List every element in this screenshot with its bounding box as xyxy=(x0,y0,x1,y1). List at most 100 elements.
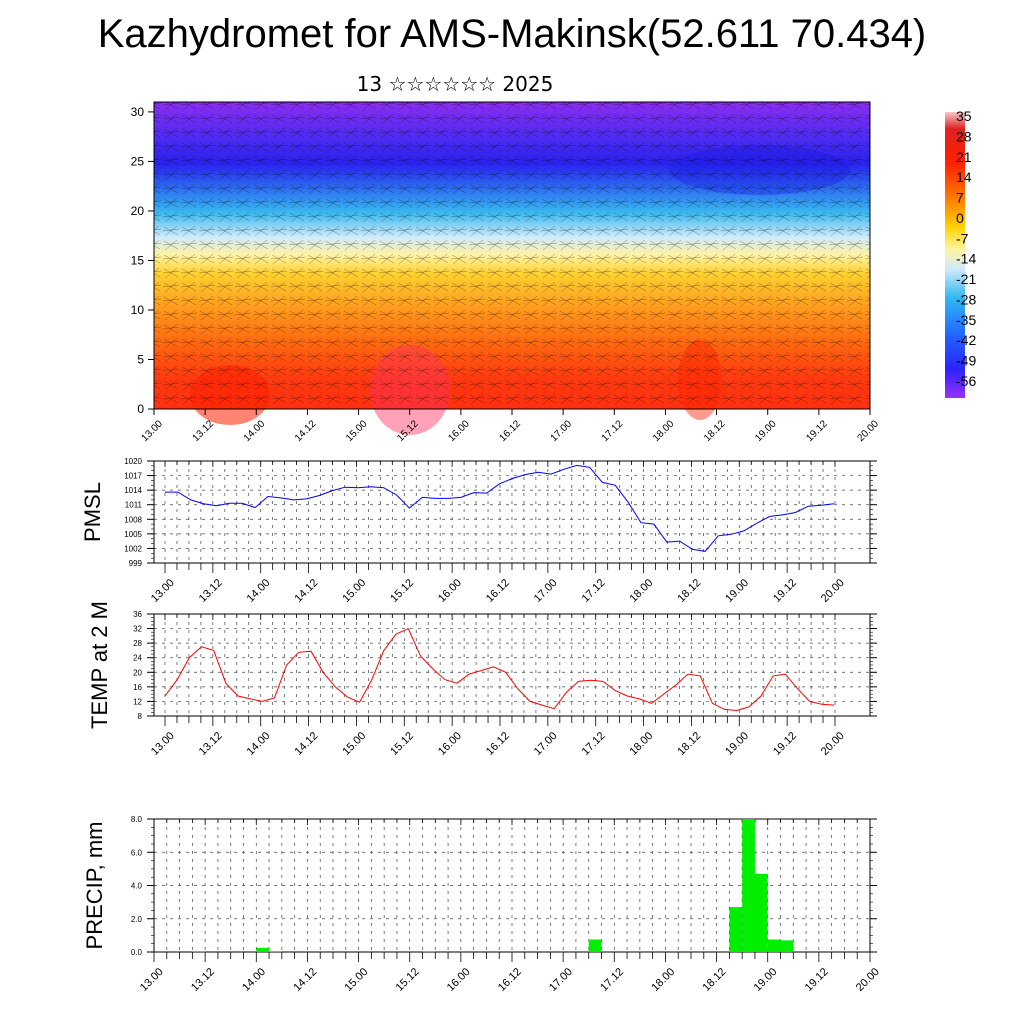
colorbar-label: -7 xyxy=(956,230,969,246)
series-line xyxy=(165,464,835,552)
precip-bar xyxy=(192,951,206,952)
y-tick-label: 36 xyxy=(133,610,142,619)
chart-title: Kazhydromet for AMS-Makinsk(52.611 70.43… xyxy=(97,12,927,56)
y-tick-label: 15 xyxy=(131,253,145,267)
x-tick-label: 18.12 xyxy=(702,418,728,444)
colorbar-label: -35 xyxy=(956,312,976,328)
colorbar xyxy=(945,112,965,398)
y-tick-label: 10 xyxy=(131,303,145,317)
x-tick-label: 19.12 xyxy=(771,577,799,605)
x-tick-label: 16.12 xyxy=(484,577,512,605)
colorbar-label: -28 xyxy=(956,291,976,307)
temperature-cross-section xyxy=(153,101,871,435)
precip-bar xyxy=(780,940,794,952)
y-tick-label: 1011 xyxy=(125,501,143,510)
y-tick-label: 6.0 xyxy=(131,848,143,857)
y-tick-label: 1020 xyxy=(124,457,142,466)
precip-bar xyxy=(269,951,282,952)
colorbar-label: 14 xyxy=(956,169,972,185)
colorbar-label: 7 xyxy=(956,190,964,206)
x-tick-label: 17.00 xyxy=(532,577,560,605)
x-tick-label: 17.12 xyxy=(580,577,608,605)
x-tick-label: 17.12 xyxy=(600,418,626,444)
y-tick-label: 2.0 xyxy=(131,915,143,924)
x-tick-label: 16.12 xyxy=(497,418,523,444)
y-tick-label: 16 xyxy=(133,683,142,692)
y-tick-label: 0.0 xyxy=(131,948,143,957)
precip-bar xyxy=(767,939,781,952)
x-tick-label: 17.12 xyxy=(580,730,608,758)
x-tick-label: 18.00 xyxy=(627,730,655,758)
x-tick-label: 13.12 xyxy=(191,418,217,444)
y-tick-label: 12 xyxy=(133,697,142,706)
x-tick-label: 14.12 xyxy=(292,577,320,605)
colorbar-label: 35 xyxy=(956,108,972,124)
y-tick-label: 8.0 xyxy=(131,815,143,824)
x-tick-label: 13.00 xyxy=(149,730,177,758)
y-tick-label: 1008 xyxy=(124,515,142,524)
y-axis-title: PRECIP, mm xyxy=(82,822,107,950)
x-tick-label: 19.00 xyxy=(752,966,780,994)
x-tick-label: 15.00 xyxy=(342,966,370,994)
colorbar-label: -14 xyxy=(956,251,976,267)
x-tick-label: 19.00 xyxy=(753,418,779,444)
y-tick-label: 8 xyxy=(138,712,143,721)
x-tick-label: 14.00 xyxy=(240,966,268,994)
x-tick-label: 18.12 xyxy=(675,730,703,758)
y-tick-label: 25 xyxy=(131,154,145,168)
x-tick-label: 18.12 xyxy=(675,577,703,605)
y-tick-label: 1005 xyxy=(124,530,142,539)
precip-bar xyxy=(742,819,755,952)
colorbar-label: -42 xyxy=(956,332,976,348)
x-tick-label: 15.12 xyxy=(388,730,416,758)
colorbar-label: -21 xyxy=(956,271,976,287)
y-tick-label: 20 xyxy=(131,204,145,218)
precip-bar xyxy=(729,907,743,952)
x-tick-label: 13.00 xyxy=(139,418,165,444)
x-tick-label: 18.00 xyxy=(651,418,677,444)
precip-bar xyxy=(422,951,436,952)
y-tick-label: 30 xyxy=(131,105,145,119)
x-tick-label: 17.00 xyxy=(549,418,575,444)
y-tick-label: 28 xyxy=(133,639,142,648)
x-tick-label: 16.12 xyxy=(496,966,524,994)
x-tick-label: 17.00 xyxy=(532,730,560,758)
y-axis-title: TEMP at 2 M xyxy=(87,601,112,729)
x-tick-label: 15.12 xyxy=(394,966,422,994)
y-tick-label: 1017 xyxy=(124,472,142,481)
x-tick-label: 13.12 xyxy=(197,730,225,758)
series-line xyxy=(164,627,835,712)
colorbar-label: 28 xyxy=(956,128,972,144)
y-tick-label: 32 xyxy=(133,625,142,634)
x-tick-label: 19.12 xyxy=(803,966,831,994)
colorbar-label: 0 xyxy=(956,210,964,226)
x-tick-label: 16.00 xyxy=(446,418,472,444)
y-tick-label: 5 xyxy=(137,352,144,366)
precip-bar xyxy=(588,939,602,952)
x-tick-label: 18.00 xyxy=(627,577,655,605)
y-tick-label: 4.0 xyxy=(131,882,143,891)
y-tick-label: 20 xyxy=(133,668,142,677)
y-tick-label: 24 xyxy=(133,654,142,663)
x-tick-label: 13.12 xyxy=(189,966,217,994)
x-tick-label: 15.00 xyxy=(344,418,370,444)
x-tick-label: 13.12 xyxy=(197,577,225,605)
x-tick-label: 15.00 xyxy=(340,730,368,758)
x-tick-label: 14.12 xyxy=(293,418,319,444)
x-tick-label: 15.00 xyxy=(340,577,368,605)
x-tick-label: 20.00 xyxy=(855,418,881,444)
x-tick-label: 19.12 xyxy=(804,418,830,444)
x-tick-label: 20.00 xyxy=(819,577,847,605)
y-tick-label: 1014 xyxy=(124,486,142,495)
x-tick-label: 13.00 xyxy=(149,577,177,605)
x-tick-label: 14.00 xyxy=(245,730,273,758)
y-axis-title: PMSL xyxy=(80,482,105,542)
x-tick-label: 16.12 xyxy=(484,730,512,758)
colorbar-label: -56 xyxy=(956,373,976,389)
chart-subtitle: 13 ☆☆☆☆☆☆ 2025 xyxy=(356,72,554,96)
colorbar-label: 21 xyxy=(956,149,972,165)
x-tick-label: 20.00 xyxy=(854,966,882,994)
precip-bar xyxy=(754,873,768,952)
x-tick-label: 20.00 xyxy=(819,730,847,758)
